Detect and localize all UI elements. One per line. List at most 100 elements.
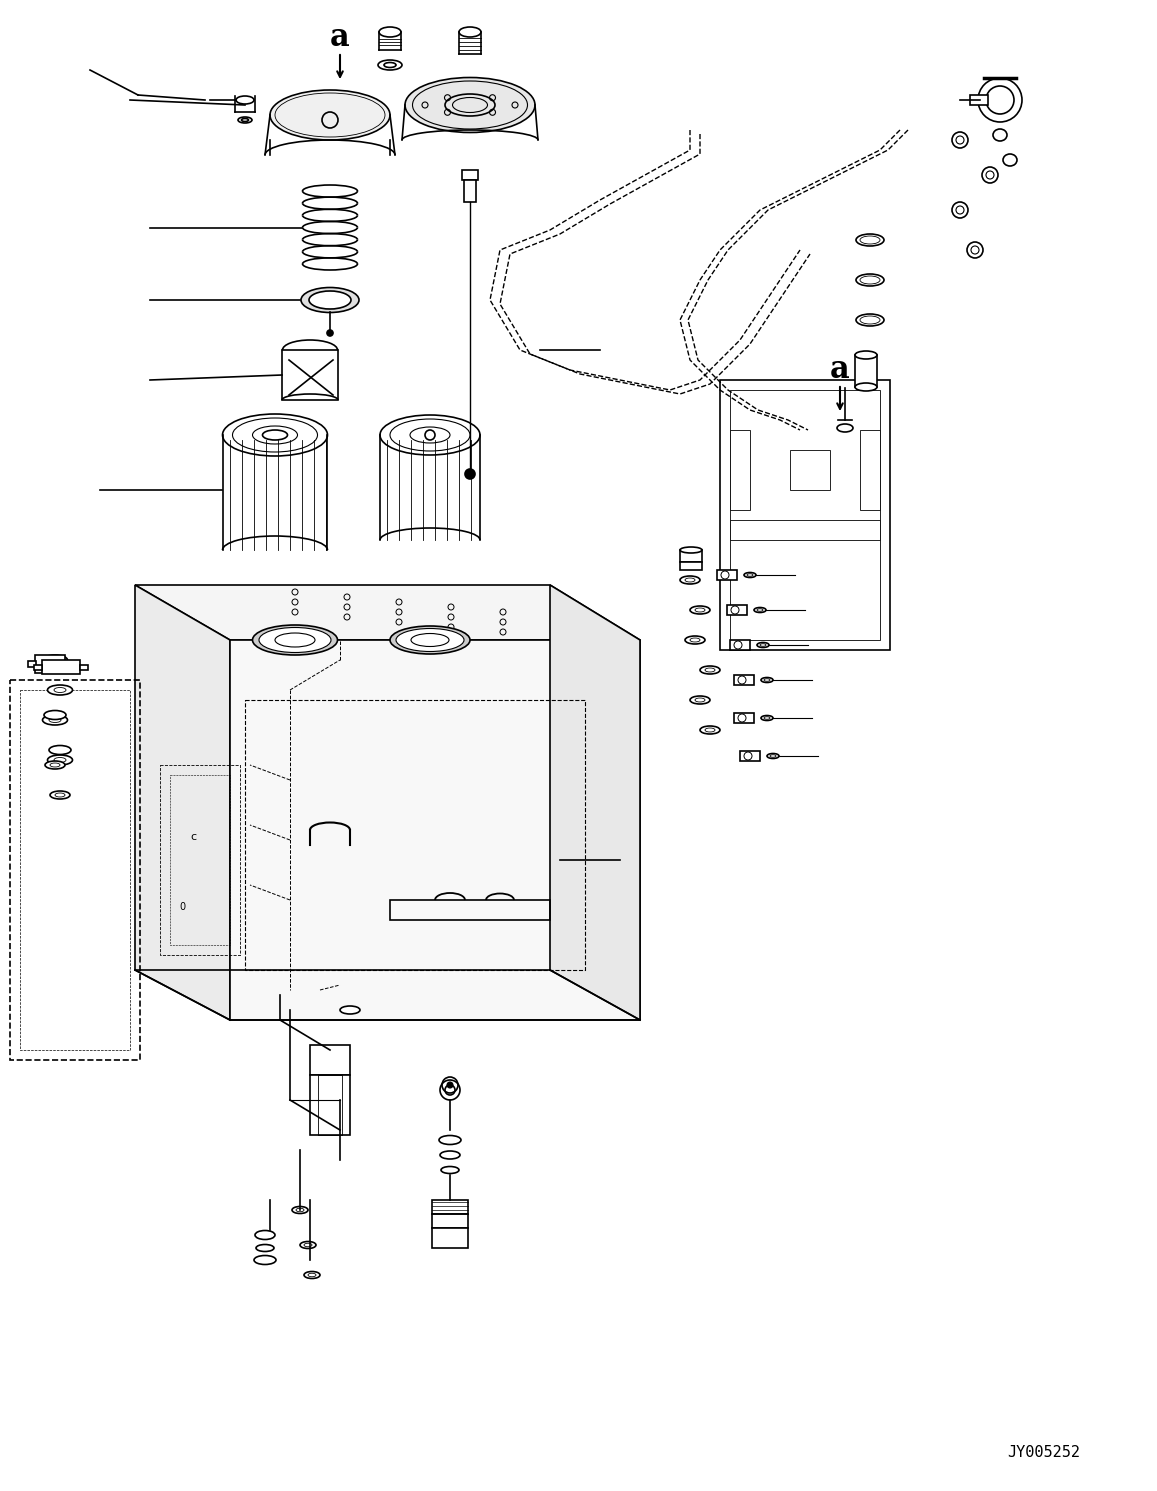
Ellipse shape [47, 684, 73, 695]
Ellipse shape [43, 655, 67, 665]
Ellipse shape [439, 1136, 460, 1145]
Ellipse shape [685, 637, 705, 644]
Ellipse shape [379, 27, 401, 37]
Bar [160, 765, 239, 956]
Ellipse shape [304, 1272, 320, 1278]
Ellipse shape [255, 1230, 275, 1239]
Ellipse shape [700, 666, 720, 674]
Bar [20, 690, 130, 1050]
Bar [717, 570, 737, 580]
Ellipse shape [680, 547, 702, 553]
Bar [170, 775, 230, 945]
Ellipse shape [282, 340, 338, 359]
Polygon shape [135, 584, 230, 1020]
Bar [28, 661, 36, 666]
Bar [282, 350, 338, 400]
Ellipse shape [440, 1151, 460, 1159]
Ellipse shape [378, 60, 401, 70]
Ellipse shape [50, 792, 71, 799]
Ellipse shape [680, 576, 700, 584]
Bar [790, 450, 830, 491]
Polygon shape [720, 380, 890, 650]
Bar [245, 699, 585, 971]
Bar [34, 665, 42, 669]
Ellipse shape [690, 696, 710, 704]
Ellipse shape [754, 607, 766, 613]
Ellipse shape [761, 716, 773, 720]
Ellipse shape [396, 629, 464, 652]
Ellipse shape [757, 643, 769, 647]
Ellipse shape [300, 1242, 316, 1248]
Bar [432, 1200, 467, 1214]
Bar [462, 170, 478, 180]
Ellipse shape [222, 414, 327, 456]
Ellipse shape [301, 288, 359, 313]
Ellipse shape [993, 130, 1007, 142]
Bar [680, 550, 702, 562]
Ellipse shape [236, 95, 255, 104]
Bar [860, 429, 880, 510]
Ellipse shape [49, 746, 71, 754]
Ellipse shape [255, 1255, 277, 1264]
Ellipse shape [47, 754, 73, 765]
Ellipse shape [855, 383, 877, 391]
Ellipse shape [340, 1006, 360, 1014]
Ellipse shape [690, 605, 710, 614]
Circle shape [952, 201, 968, 218]
Bar [310, 1045, 351, 1075]
Ellipse shape [390, 626, 470, 655]
Ellipse shape [252, 625, 338, 655]
Bar [734, 675, 754, 684]
Bar [464, 180, 476, 201]
Ellipse shape [44, 711, 66, 720]
Bar [35, 655, 65, 672]
Ellipse shape [1003, 154, 1017, 166]
Bar [390, 901, 550, 920]
Circle shape [440, 1079, 460, 1100]
Ellipse shape [856, 315, 884, 327]
Ellipse shape [744, 573, 756, 577]
Ellipse shape [700, 726, 720, 734]
Bar [730, 640, 750, 650]
Ellipse shape [856, 234, 884, 246]
Text: JY005252: JY005252 [1007, 1445, 1079, 1460]
Ellipse shape [767, 753, 779, 759]
Ellipse shape [459, 27, 481, 37]
Circle shape [447, 1082, 454, 1088]
Bar [310, 1075, 351, 1135]
Text: a: a [830, 355, 850, 386]
Ellipse shape [856, 274, 884, 286]
Ellipse shape [379, 414, 480, 455]
Ellipse shape [837, 423, 853, 432]
Bar [80, 665, 88, 669]
Bar [730, 520, 880, 540]
Ellipse shape [259, 628, 331, 653]
Bar [680, 562, 702, 570]
Ellipse shape [270, 89, 390, 140]
Ellipse shape [309, 291, 351, 309]
Ellipse shape [45, 760, 65, 769]
Polygon shape [230, 640, 640, 1020]
Circle shape [465, 470, 476, 479]
Ellipse shape [761, 677, 773, 683]
Bar [734, 713, 754, 723]
Text: a: a [330, 22, 349, 54]
Text: c: c [190, 832, 196, 842]
Ellipse shape [256, 1245, 274, 1251]
Ellipse shape [292, 1206, 308, 1214]
Bar [318, 1075, 342, 1135]
Bar [855, 355, 877, 388]
Circle shape [327, 330, 333, 335]
Circle shape [982, 167, 998, 183]
Circle shape [967, 242, 983, 258]
Bar [432, 1214, 467, 1229]
Bar [432, 1229, 467, 1248]
Bar [42, 661, 80, 674]
Bar [730, 429, 750, 510]
Bar [65, 661, 73, 666]
Bar [970, 95, 988, 104]
Ellipse shape [405, 78, 535, 133]
Ellipse shape [43, 716, 67, 725]
Bar [727, 605, 747, 614]
Polygon shape [135, 584, 640, 640]
